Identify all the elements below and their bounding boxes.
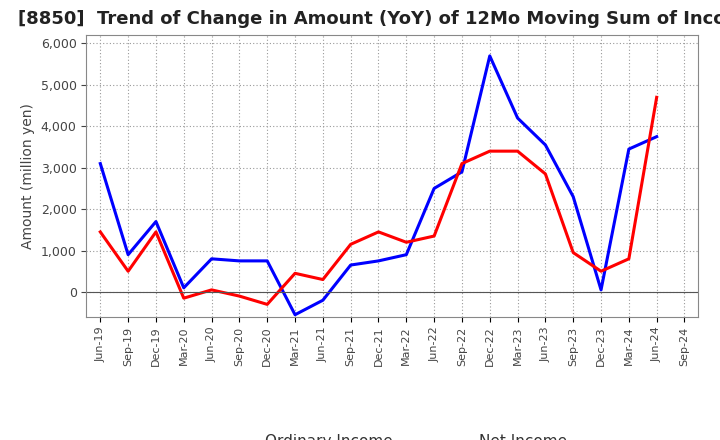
Net Income	[179, 296, 188, 301]
Ordinary Income	[458, 169, 467, 175]
Ordinary Income	[430, 186, 438, 191]
Ordinary Income	[346, 262, 355, 268]
Net Income	[263, 302, 271, 307]
Net Income	[458, 161, 467, 166]
Ordinary Income	[541, 142, 550, 147]
Ordinary Income	[263, 258, 271, 264]
Net Income	[624, 256, 633, 261]
Net Income	[207, 287, 216, 293]
Net Income	[485, 149, 494, 154]
Net Income	[569, 250, 577, 255]
Ordinary Income	[485, 53, 494, 59]
Ordinary Income	[624, 147, 633, 152]
Net Income	[124, 268, 132, 274]
Net Income	[291, 271, 300, 276]
Ordinary Income	[652, 134, 661, 139]
Ordinary Income	[152, 219, 161, 224]
Line: Net Income: Net Income	[100, 97, 657, 304]
Ordinary Income	[291, 312, 300, 317]
Ordinary Income	[402, 252, 410, 257]
Title: [8850]  Trend of Change in Amount (YoY) of 12Mo Moving Sum of Incomes: [8850] Trend of Change in Amount (YoY) o…	[18, 10, 720, 28]
Legend: Ordinary Income, Net Income: Ordinary Income, Net Income	[212, 429, 573, 440]
Net Income	[152, 229, 161, 235]
Ordinary Income	[318, 297, 327, 303]
Net Income	[96, 229, 104, 235]
Net Income	[513, 149, 522, 154]
Net Income	[652, 95, 661, 100]
Net Income	[430, 233, 438, 238]
Net Income	[374, 229, 383, 235]
Y-axis label: Amount (million yen): Amount (million yen)	[21, 103, 35, 249]
Ordinary Income	[96, 161, 104, 166]
Ordinary Income	[124, 252, 132, 257]
Net Income	[346, 242, 355, 247]
Net Income	[235, 293, 243, 299]
Net Income	[597, 268, 606, 274]
Net Income	[541, 171, 550, 176]
Net Income	[318, 277, 327, 282]
Ordinary Income	[513, 115, 522, 121]
Ordinary Income	[374, 258, 383, 264]
Net Income	[402, 240, 410, 245]
Ordinary Income	[207, 256, 216, 261]
Ordinary Income	[597, 287, 606, 293]
Ordinary Income	[179, 285, 188, 290]
Ordinary Income	[569, 194, 577, 199]
Line: Ordinary Income: Ordinary Income	[100, 56, 657, 315]
Ordinary Income	[235, 258, 243, 264]
